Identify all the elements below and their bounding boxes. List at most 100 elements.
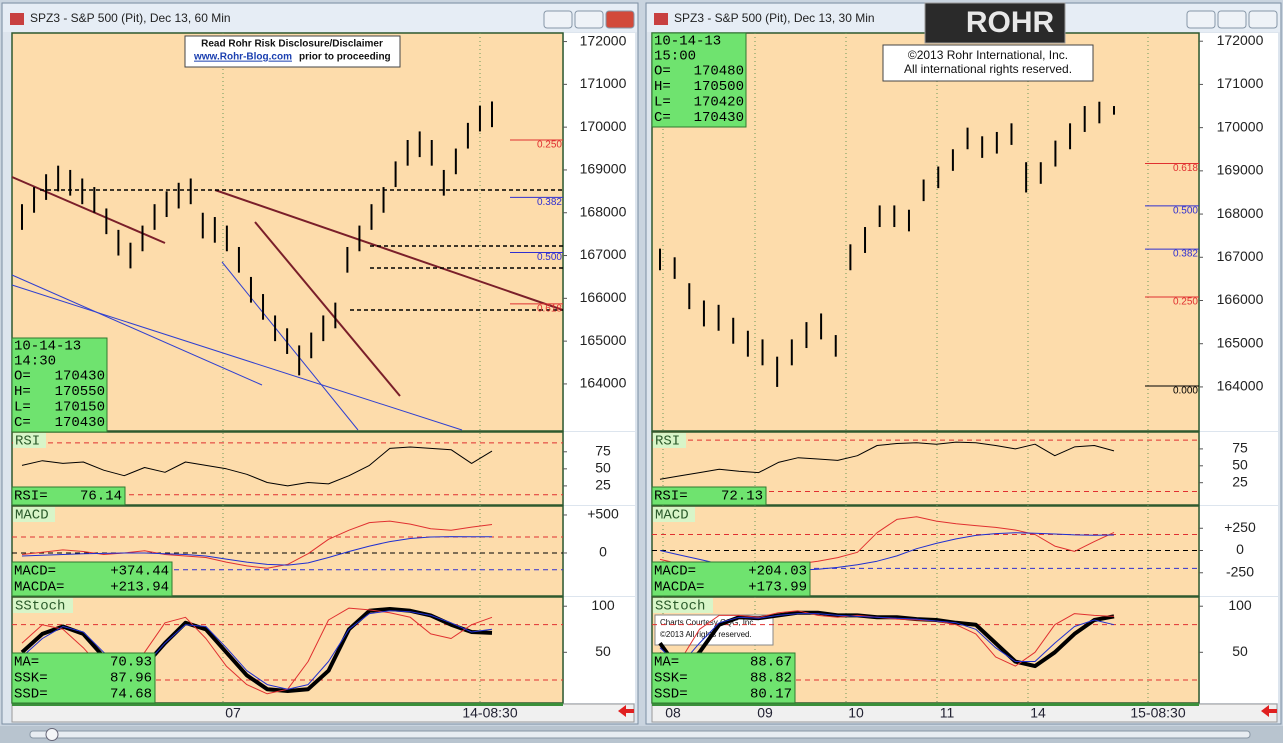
price-tick-label: 169000 — [1217, 162, 1264, 178]
scroll-track[interactable] — [29, 730, 1251, 739]
macd-readout-value: +213.94 — [110, 580, 169, 596]
scroll-arrow[interactable] — [618, 705, 634, 717]
rsi-tick-label: 50 — [1232, 456, 1248, 472]
price-axis-area — [1200, 33, 1278, 431]
price-tick-label: 166000 — [580, 289, 627, 305]
time-label: 14-08:30 — [462, 705, 517, 721]
window-title: SPZ3 - S&P 500 (Pit), Dec 13, 60 Min — [30, 11, 231, 25]
trendline — [11, 176, 166, 244]
rsi-name: RSI — [15, 434, 40, 450]
price-tick-label: 171000 — [580, 75, 627, 91]
time-label: 11 — [940, 705, 955, 721]
time-label: 07 — [225, 705, 241, 721]
maximize-button[interactable] — [1217, 10, 1247, 29]
minimize-button[interactable] — [1186, 10, 1216, 29]
macd-tick-label: +500 — [587, 506, 619, 522]
readout-value: 170430 — [55, 369, 105, 385]
notice-line: All international rights reserved. — [904, 62, 1072, 76]
macd-name-box — [653, 507, 695, 522]
rsi-readout-value: 76.14 — [80, 489, 122, 505]
readout-time: 15:00 — [654, 49, 696, 65]
logo-box — [924, 2, 1066, 44]
stoch-tick-label: 50 — [595, 643, 611, 659]
scroll-thumb[interactable] — [45, 728, 59, 741]
fib-label: 0.382 — [537, 197, 562, 208]
stoch-readout-value: 74.68 — [110, 687, 152, 703]
notice-box — [184, 35, 401, 68]
price-tick-label: 170000 — [580, 118, 627, 134]
readout-time: 14:30 — [14, 354, 56, 370]
macd-axis-area — [1200, 506, 1278, 596]
price-tick-label: 172000 — [1217, 32, 1264, 48]
rsi-tick-label: 25 — [1232, 473, 1248, 489]
close-button[interactable] — [1248, 10, 1278, 29]
readout-value: 170150 — [55, 400, 105, 416]
macd-readout-label: MACD= — [654, 564, 696, 580]
rsi-readout-label: RSI= — [654, 489, 688, 505]
price-tick-label: 164000 — [580, 375, 627, 391]
rsi-axis-area — [564, 432, 635, 505]
readout-label: C= — [14, 415, 31, 431]
window-icon — [10, 13, 24, 25]
readout-value: 170480 — [694, 64, 744, 80]
close-button[interactable] — [605, 10, 635, 29]
stoch-line — [659, 613, 1115, 667]
price-tick-label: 169000 — [580, 161, 627, 177]
window-icon — [654, 13, 668, 25]
stoch-tick-label: 100 — [591, 597, 615, 613]
fib-label: 0.382 — [1173, 249, 1198, 260]
readout-label: O= — [654, 64, 671, 80]
rsi-readout-label: RSI= — [14, 489, 48, 505]
stoch-axis-area — [564, 597, 635, 703]
trendline — [221, 261, 359, 431]
time-axis-bar — [652, 703, 1199, 706]
fib-label: 0.500 — [537, 252, 562, 263]
rsi-tick-label: 75 — [595, 442, 611, 458]
readout-date: 10-14-13 — [14, 339, 81, 355]
macd-readout-box — [11, 561, 173, 597]
macd-readout-label: MACDA= — [654, 580, 704, 596]
price-tick-label: 167000 — [1217, 248, 1264, 264]
notice-line: Read Rohr Risk Disclosure/Disclaimer — [201, 39, 383, 50]
stoch-readout-label: SSK= — [654, 671, 688, 687]
price-tick-label: 164000 — [1217, 378, 1264, 394]
price-tick-label: 165000 — [1217, 334, 1264, 350]
price-tick-label: 168000 — [1217, 205, 1264, 221]
time-label: 09 — [757, 705, 773, 721]
maximize-button[interactable] — [574, 10, 604, 29]
trendline — [254, 221, 401, 397]
rsi-line — [21, 446, 493, 487]
price-tick-label: 170000 — [1217, 118, 1264, 134]
macd-readout-label: MACD= — [14, 564, 56, 580]
fib-label: 0.618 — [1173, 163, 1198, 174]
notice-link[interactable]: www.Rohr-Blog.com — [193, 52, 292, 63]
price-tick-label: 166000 — [1217, 291, 1264, 307]
macd-axis-area — [564, 506, 635, 596]
macd-readout-value: +204.03 — [748, 564, 807, 580]
readout-value: 170420 — [694, 95, 744, 111]
scroll-arrow[interactable] — [1261, 705, 1277, 717]
macd-tick-label: +250 — [1224, 519, 1256, 535]
price-axis-area — [564, 33, 635, 431]
time-label: 08 — [665, 705, 681, 721]
rsi-name: RSI — [655, 434, 680, 450]
readout-label: H= — [14, 384, 31, 400]
stoch-readout-label: SSD= — [654, 687, 688, 703]
stoch-line — [21, 610, 493, 690]
stoch-readout-box — [651, 652, 796, 704]
stoch-readout-box — [11, 652, 156, 704]
price-tick-label: 172000 — [580, 32, 627, 48]
stoch-name: SStoch — [655, 599, 705, 615]
price-tick-label: 167000 — [580, 246, 627, 262]
readout-date: 10-14-13 — [654, 34, 721, 50]
minimize-button[interactable] — [543, 10, 573, 29]
rsi-tick-label: 75 — [1232, 440, 1248, 456]
readout-label: O= — [14, 369, 31, 385]
readout-label: L= — [14, 400, 31, 416]
readout-value: 170430 — [55, 415, 105, 431]
stoch-axis-area — [1200, 597, 1278, 703]
readout-label: L= — [654, 95, 671, 111]
trendline — [11, 274, 263, 386]
